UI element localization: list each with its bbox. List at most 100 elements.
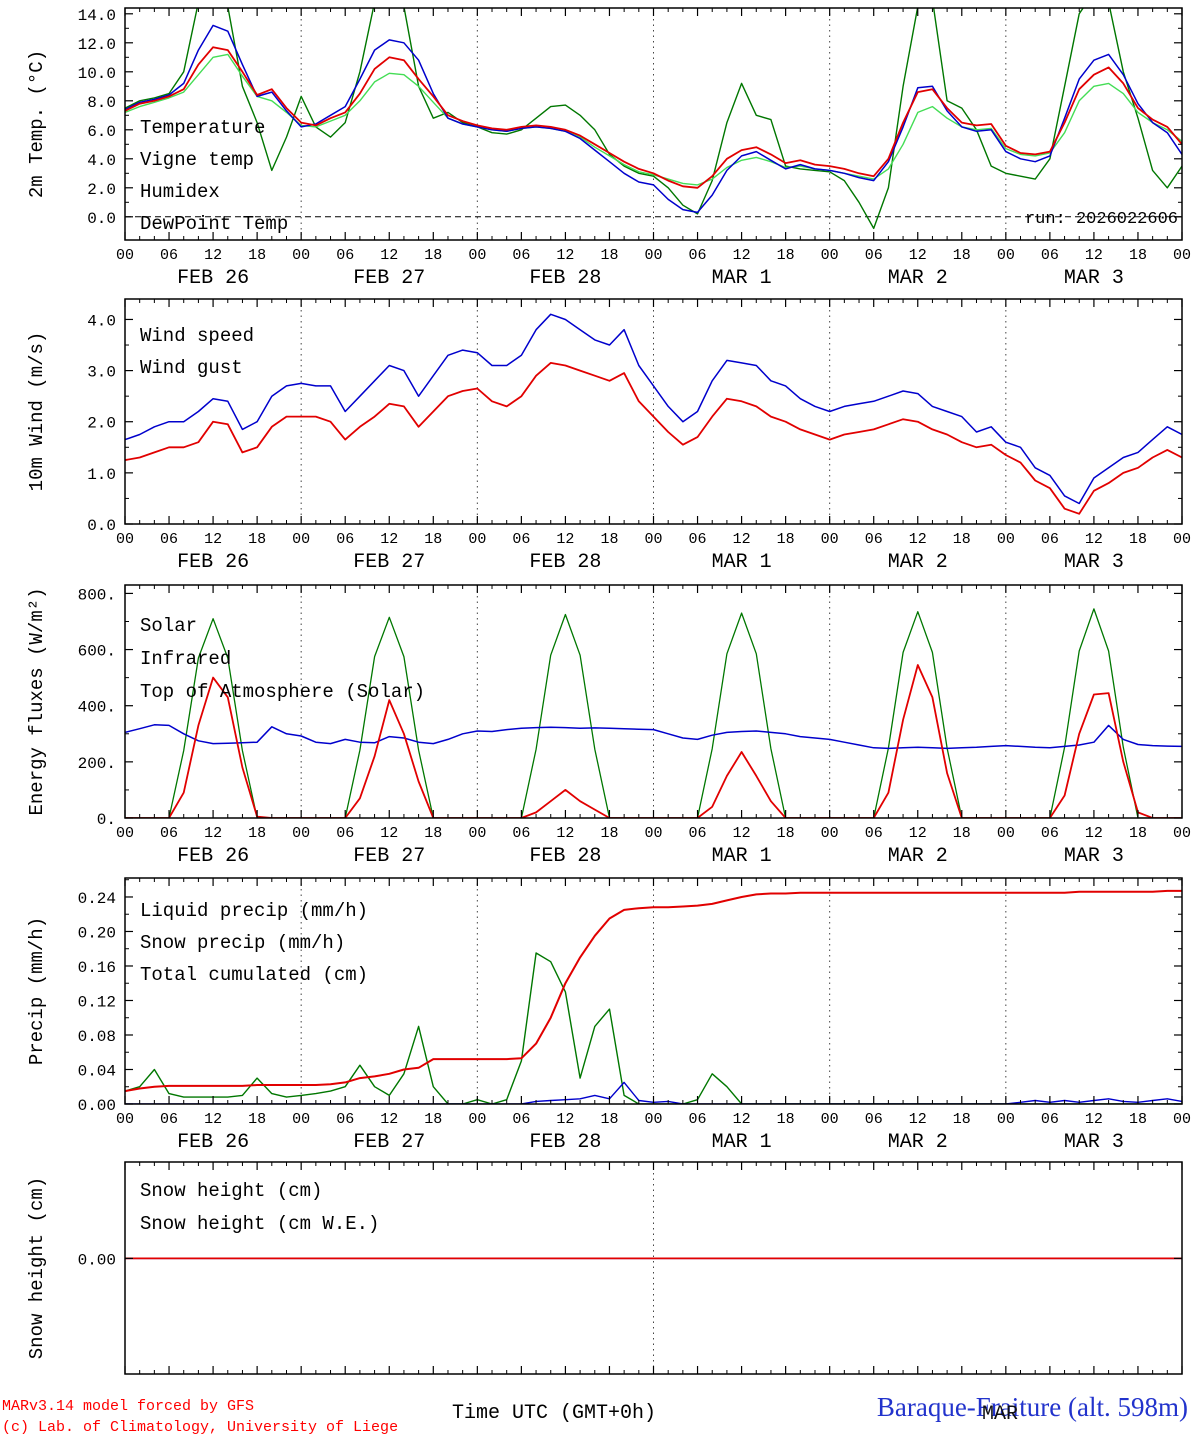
legend-top-of-atmosphere-solar-: Top of Atmosphere (Solar) <box>140 681 425 703</box>
series-vigne-temp <box>125 8 1182 230</box>
x-tick-label: 12 <box>380 1111 398 1128</box>
x-tick-label: 06 <box>512 247 530 264</box>
day-label: FEB 28 <box>529 551 601 574</box>
x-tick-label: 12 <box>733 247 751 264</box>
x-tick-label: 00 <box>116 1111 134 1128</box>
series-wind-speed <box>125 361 1182 515</box>
y-axis-title: 2m Temp. (°C) <box>26 50 48 198</box>
y-tick-label: 600. <box>78 643 116 661</box>
day-label: MAR 3 <box>1064 1131 1124 1154</box>
x-tick-label: 00 <box>292 531 310 548</box>
x-tick-label: 12 <box>909 247 927 264</box>
x-tick-label: 00 <box>644 531 662 548</box>
y-tick-label: 200. <box>78 755 116 773</box>
x-tick-label: 00 <box>292 247 310 264</box>
x-tick-label: 18 <box>953 1111 971 1128</box>
x-tick-label: 18 <box>777 825 795 842</box>
series-dewpoint-temp <box>125 53 1182 186</box>
x-tick-label: 06 <box>1041 531 1059 548</box>
x-tick-label: 06 <box>1041 1111 1059 1128</box>
x-tick-label: 06 <box>512 825 530 842</box>
y-tick-label: 0.0 <box>87 210 116 228</box>
x-tick-label: 06 <box>1041 247 1059 264</box>
x-tick-label: 12 <box>733 531 751 548</box>
day-label: MAR 2 <box>888 551 948 574</box>
y-axis-title: 10m Wind (m/s) <box>26 332 48 492</box>
day-label: FEB 28 <box>529 845 601 868</box>
x-axis-title: Time UTC (GMT+0h) <box>452 1402 657 1425</box>
y-tick-label: 0.12 <box>78 993 116 1011</box>
x-tick-label: 18 <box>600 1111 618 1128</box>
x-tick-label: 12 <box>556 247 574 264</box>
y-tick-label: 1.0 <box>87 466 116 484</box>
series-total-cumulated <box>125 889 1182 1093</box>
x-tick-label: 18 <box>248 825 266 842</box>
x-tick-label: 00 <box>644 825 662 842</box>
y-tick-label: 0.16 <box>78 959 116 977</box>
x-tick-label: 06 <box>865 531 883 548</box>
x-tick-label: 18 <box>600 247 618 264</box>
x-tick-label: 00 <box>1173 825 1191 842</box>
x-tick-label: 00 <box>1173 531 1191 548</box>
legend-infrared: Infrared <box>140 648 231 670</box>
y-tick-label: 4.0 <box>87 152 116 170</box>
x-tick-label: 00 <box>997 825 1015 842</box>
x-tick-label: 18 <box>424 531 442 548</box>
day-label: MAR 1 <box>712 551 772 574</box>
x-tick-label: 00 <box>1173 1111 1191 1128</box>
x-tick-label: 06 <box>865 1111 883 1128</box>
day-label: FEB 27 <box>353 845 425 868</box>
x-tick-label: 18 <box>424 247 442 264</box>
x-tick-label: 00 <box>468 1111 486 1128</box>
panel-precip: 0.00 0.04 0.08 0.12 0.16 0.20 0.24 00 06 12 18 00 06… <box>26 877 1191 1154</box>
legend-wind-speed: Wind speed <box>140 325 254 347</box>
day-label: MAR 2 <box>888 267 948 290</box>
x-tick-label: 12 <box>909 531 927 548</box>
run-label: run: 2026022606 <box>1025 210 1178 229</box>
x-tick-label: 18 <box>777 1111 795 1128</box>
x-tick-label: 12 <box>556 531 574 548</box>
x-tick-label: 06 <box>512 531 530 548</box>
x-tick-label: 00 <box>468 825 486 842</box>
x-tick-label: 12 <box>380 825 398 842</box>
x-tick-label: 00 <box>116 247 134 264</box>
x-tick-label: 00 <box>116 825 134 842</box>
y-tick-label: 14.0 <box>78 7 116 25</box>
y-tick-label: 2.0 <box>87 415 116 433</box>
x-tick-label: 18 <box>953 825 971 842</box>
legend-solar: Solar <box>140 615 197 637</box>
y-tick-label: 8.0 <box>87 94 116 112</box>
y-axis-title: Energy fluxes (W/m²) <box>26 587 48 815</box>
y-axis-title: Snow height (cm) <box>26 1177 48 1359</box>
day-label: MAR 2 <box>888 1131 948 1154</box>
x-tick-label: 18 <box>600 825 618 842</box>
day-label: FEB 27 <box>353 1131 425 1154</box>
x-tick-label: 12 <box>733 1111 751 1128</box>
x-tick-label: 00 <box>644 247 662 264</box>
legend-snow-height-cm-w-e-: Snow height (cm W.E.) <box>140 1213 379 1235</box>
x-tick-label: 06 <box>689 247 707 264</box>
day-label: MAR 1 <box>712 267 772 290</box>
y-tick-label: 0. <box>97 811 116 829</box>
x-tick-label: 12 <box>733 825 751 842</box>
y-tick-label: 0.00 <box>78 1251 116 1269</box>
day-label: FEB 28 <box>529 267 601 290</box>
x-tick-label: 18 <box>424 825 442 842</box>
x-tick-label: 12 <box>556 825 574 842</box>
y-tick-label: 3.0 <box>87 364 116 382</box>
series-infrared <box>125 724 1182 750</box>
x-tick-label: 18 <box>248 1111 266 1128</box>
y-tick-label: 400. <box>78 699 116 717</box>
station-title: Baraque-Fraiture (alt. 598m) <box>876 1392 1188 1422</box>
x-tick-label: 06 <box>336 825 354 842</box>
day-label: FEB 26 <box>177 1131 249 1154</box>
x-tick-label: 06 <box>689 1111 707 1128</box>
model-credit-line1: MARv3.14 model forced by GFS <box>2 1398 255 1415</box>
y-tick-label: 2.0 <box>87 181 116 199</box>
x-tick-label: 00 <box>644 1111 662 1128</box>
panel-energy-fluxes: 0. 200. 400. 600. 800. 00 06 12 18 00 06 12 18 00 06 12… <box>26 584 1191 868</box>
x-tick-label: 12 <box>204 247 222 264</box>
y-tick-label: 4.0 <box>87 312 116 330</box>
meteogram-chart: 0.0 2.0 4.0 6.0 8.0 10.0 12.0 14.0 00 06 12 18 00 06 1… <box>26 7 1191 1375</box>
x-tick-label: 18 <box>777 247 795 264</box>
